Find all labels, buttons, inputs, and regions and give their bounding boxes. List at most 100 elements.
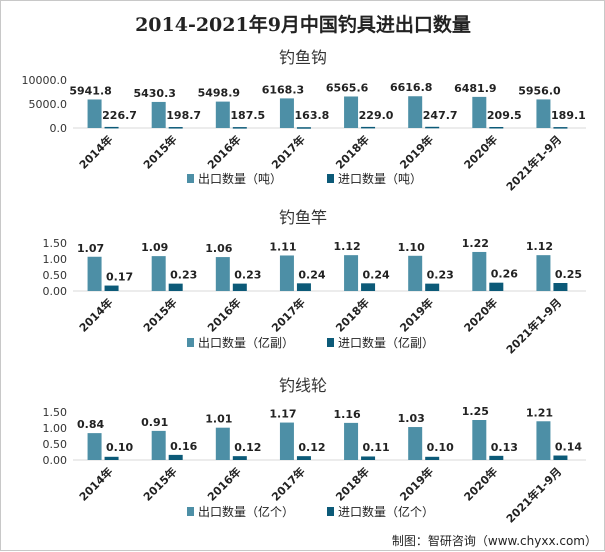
data-label-export: 1.06 [205, 242, 232, 255]
x-tick-label: 2018年 [333, 464, 372, 503]
bar-import [232, 127, 247, 129]
data-label-export: 6168.3 [262, 83, 304, 96]
data-label-import: 0.23 [170, 269, 197, 282]
bar-export [215, 101, 230, 128]
legend-swatch-import [327, 507, 334, 516]
x-tick-label: 2015年 [140, 464, 179, 503]
bar-import [296, 283, 311, 291]
y-tick-label: 0.00 [43, 454, 68, 467]
x-tick-label: 2020年 [461, 464, 500, 503]
bar-export [151, 430, 166, 460]
bar-export [279, 255, 294, 291]
y-tick-label: 0.0 [50, 122, 68, 135]
figure-title: 2014-2021年9月中国钓具进出口数量 [135, 13, 471, 36]
x-tick-label: 2018年 [333, 132, 372, 171]
bar-import [168, 454, 183, 460]
data-label-import: 0.23 [427, 269, 454, 282]
x-tick-label: 2020年 [461, 132, 500, 171]
x-tick-label: 2014年 [76, 132, 115, 171]
data-label-export: 1.09 [141, 241, 168, 254]
bar-export [536, 255, 551, 291]
data-label-import: 0.13 [491, 441, 518, 454]
bar-export [279, 98, 294, 128]
data-label-import: 229.0 [359, 109, 394, 122]
data-label-export: 1.12 [526, 240, 553, 253]
y-tick-label: 0.50 [43, 438, 68, 451]
x-tick-label: 2021年1-9月 [503, 132, 564, 193]
x-tick-label: 2017年 [268, 295, 307, 334]
data-label-export: 1.01 [205, 413, 232, 426]
bar-import [168, 127, 183, 129]
y-tick-label: 10000.0 [22, 74, 68, 87]
y-tick-label: 5000.0 [29, 98, 68, 111]
panel-title: 钓鱼钩 [279, 48, 327, 67]
data-label-export: 5430.3 [133, 87, 175, 100]
x-tick-label: 2017年 [268, 464, 307, 503]
data-label-export: 1.11 [269, 240, 296, 253]
data-label-import: 0.17 [106, 271, 133, 284]
bar-export [344, 422, 359, 460]
x-tick-label: 2019年 [397, 295, 436, 334]
bar-export [472, 251, 487, 291]
data-label-import: 0.11 [362, 441, 389, 454]
bar-import [553, 455, 568, 460]
legend-label-export: 出口数量（亿个） [198, 504, 294, 519]
legend-swatch-import [327, 338, 334, 347]
bar-import [553, 283, 568, 291]
bar-export [87, 433, 102, 460]
bar-import [104, 126, 119, 129]
x-tick-label: 2015年 [140, 295, 179, 334]
data-label-import: 0.10 [427, 441, 454, 454]
data-label-export: 0.84 [77, 418, 104, 431]
chart-panel-2: 钓鱼竿 0.00 0.50 1.00 1.50 1.07 0.17 2014年 1.09 0.23… [43, 208, 586, 357]
bar-import [232, 283, 247, 291]
bar-export [215, 427, 230, 460]
y-tick-label: 0.50 [43, 269, 68, 282]
data-label-export: 0.91 [141, 416, 168, 429]
bar-import [425, 126, 440, 129]
data-label-import: 0.12 [234, 441, 261, 454]
legend-swatch-export [187, 338, 194, 347]
data-label-import: 209.5 [487, 109, 522, 122]
bar-import [489, 455, 504, 460]
bar-export [408, 427, 423, 460]
chart-panel-3: 钓线轮 0.00 0.50 1.00 1.50 0.84 0.10 2014年 0.910.16… [43, 376, 586, 526]
bar-export [536, 99, 551, 128]
bar-import [489, 282, 504, 291]
data-label-import: 187.5 [230, 109, 265, 122]
bar-import [425, 283, 440, 291]
bar-import [553, 127, 568, 129]
y-tick-label: 1.50 [43, 406, 68, 419]
legend-label-import: 进口数量（吨） [338, 171, 422, 186]
data-label-export: 6616.8 [390, 81, 432, 94]
x-tick-label: 2014年 [76, 464, 115, 503]
data-label-export: 1.22 [462, 237, 489, 250]
bar-export [279, 422, 294, 460]
legend-label-import: 进口数量（亿副） [338, 335, 434, 350]
y-tick-label: 1.00 [43, 422, 68, 435]
data-label-export: 6565.6 [326, 81, 369, 94]
data-label-export: 5956.0 [518, 84, 561, 97]
legend-label-export: 出口数量（亿副） [198, 335, 294, 350]
data-label-import: 226.7 [102, 109, 137, 122]
x-tick-label: 2021年1-9月 [503, 464, 564, 525]
legend-swatch-export [187, 174, 194, 183]
data-label-import: 0.16 [170, 440, 197, 453]
x-tick-label: 2016年 [204, 464, 243, 503]
x-tick-label: 2019年 [397, 464, 436, 503]
bar-export [87, 256, 102, 291]
y-tick-label: 1.00 [43, 253, 68, 266]
panel-title: 钓线轮 [279, 376, 327, 395]
bar-export [151, 256, 166, 291]
y-tick-label: 1.50 [43, 237, 68, 250]
data-label-export: 5941.8 [69, 84, 111, 97]
x-tick-label: 2016年 [204, 132, 243, 171]
bar-import [489, 126, 504, 129]
data-label-import: 0.12 [298, 441, 325, 454]
bar-import [104, 456, 119, 460]
bar-export [344, 255, 359, 291]
bar-import [168, 283, 183, 291]
bar-import [361, 456, 376, 460]
legend-label-export: 出口数量（吨） [198, 171, 282, 186]
bar-import [296, 127, 311, 129]
